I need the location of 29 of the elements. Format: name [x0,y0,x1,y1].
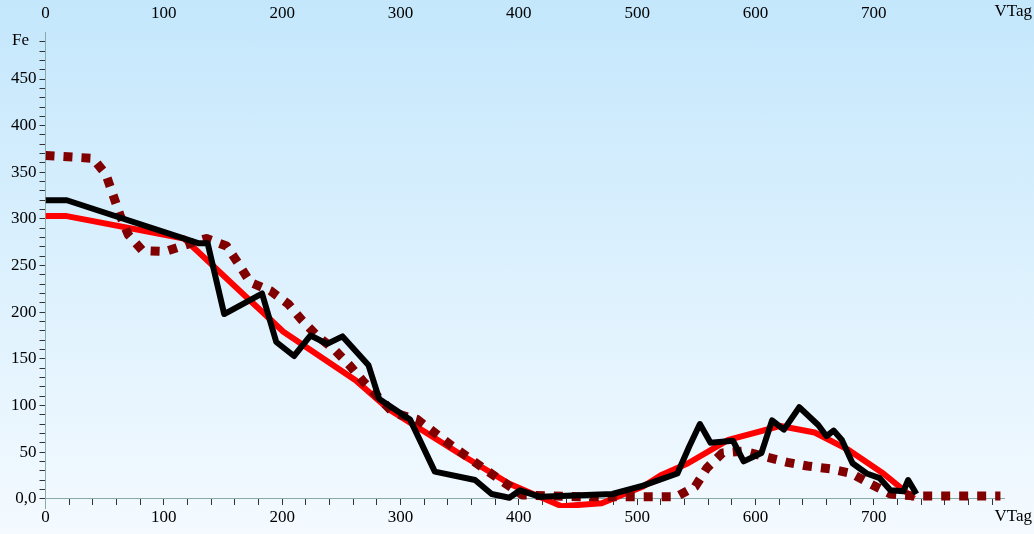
y-tick-label: 150 [11,348,37,368]
x2-tick-label: 300 [387,2,414,22]
y-tick-label: 450 [11,68,37,88]
y-tick-label: 350 [11,161,37,181]
y-tick-label: 200 [11,301,37,321]
x-tick-label: 100 [151,507,177,527]
x-tick-label: 200 [269,507,295,527]
x2-tick-label: 400 [506,2,532,22]
x-tick-label: 500 [624,507,650,527]
x-tick-label: 0 [41,507,50,527]
y-tick-label: 300 [11,208,37,228]
y-axis-title: Fe [12,29,29,49]
x-tick-label: 700 [861,507,887,527]
y-tick-label: 250 [11,255,37,275]
x2-tick-label: 100 [151,2,177,22]
x2-axis-title: VTag [994,1,1033,21]
y-tick-label: 400 [11,115,37,135]
y-tick-label: 0,0 [15,488,37,508]
y-tick-label: 100 [11,394,37,414]
x2-tick-label: 200 [269,2,295,22]
x-tick-label: 600 [742,507,769,527]
y-tick-label: 50 [19,441,37,461]
x2-tick-label: 600 [742,2,769,22]
x-tick-label: 400 [506,507,532,527]
x2-tick-label: 500 [624,2,650,22]
x2-tick-label: 700 [861,2,887,22]
x2-tick-label: 0 [41,2,50,22]
x-axis-title: VTag [994,506,1033,526]
x-tick-label: 300 [387,507,414,527]
